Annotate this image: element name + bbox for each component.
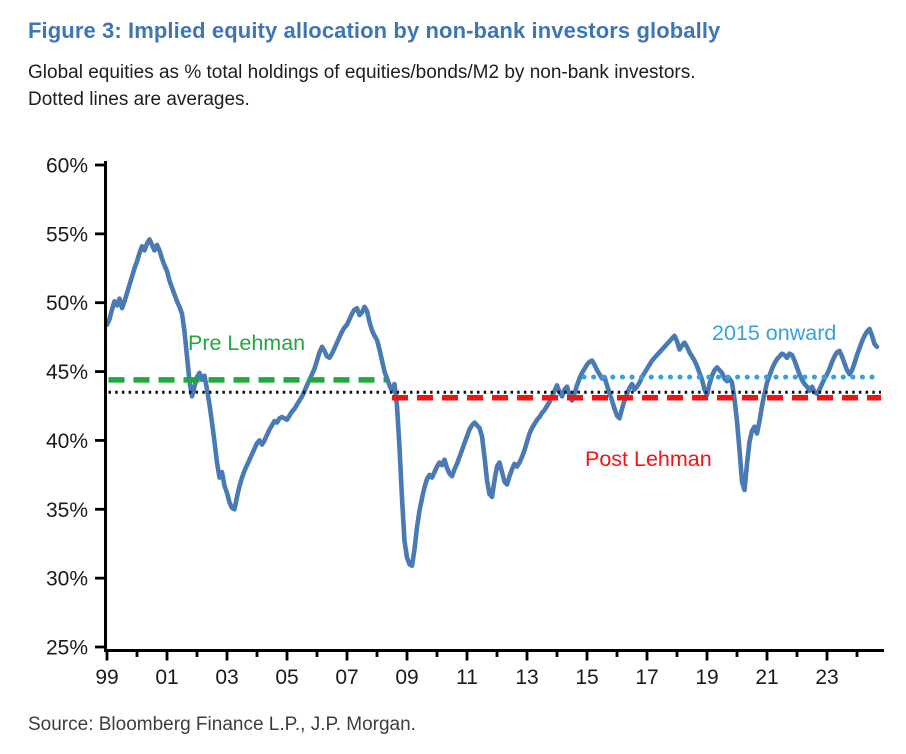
figure-subtitle: Global equities as % total holdings of e… bbox=[28, 59, 888, 113]
x-tick-label: 07 bbox=[335, 666, 358, 689]
source-note: Source: Bloomberg Finance L.P., J.P. Mor… bbox=[28, 714, 416, 735]
y-tick-label: 50% bbox=[46, 292, 88, 315]
y-tick-label: 60% bbox=[46, 155, 88, 178]
annotation-2015-onward-label: 2015 onward bbox=[712, 321, 836, 345]
figure-title: Figure 3: Implied equity allocation by n… bbox=[28, 18, 721, 43]
x-tick-label: 05 bbox=[275, 666, 298, 689]
x-tick-label: 99 bbox=[95, 666, 118, 689]
x-tick-label: 03 bbox=[215, 666, 238, 689]
x-tick-label: 23 bbox=[815, 666, 838, 689]
x-tick-label: 09 bbox=[395, 666, 418, 689]
annotation-pre-lehman-label: Pre Lehman bbox=[188, 331, 305, 355]
x-tick-label: 15 bbox=[575, 666, 598, 689]
x-tick-label: 11 bbox=[456, 666, 478, 689]
figure-subtitle-line-1: Global equities as % total holdings of e… bbox=[28, 62, 696, 83]
y-tick-label: 45% bbox=[46, 361, 88, 384]
x-tick-label: 17 bbox=[635, 666, 658, 689]
x-tick-label: 21 bbox=[755, 666, 778, 689]
series-line-implied-equity-allocation bbox=[104, 237, 880, 568]
x-tick-label: 19 bbox=[695, 666, 718, 689]
axes bbox=[104, 161, 884, 652]
y-tick-label: 35% bbox=[46, 499, 88, 522]
annotation-post-lehman-label: Post Lehman bbox=[585, 447, 712, 471]
y-tick-label: 25% bbox=[46, 636, 88, 659]
x-tick-label: 01 bbox=[155, 666, 178, 689]
figure-subtitle-line-2: Dotted lines are averages. bbox=[28, 89, 250, 110]
y-tick-label: 30% bbox=[46, 568, 88, 591]
y-tick-label: 55% bbox=[46, 223, 88, 246]
y-tick-label: 40% bbox=[46, 430, 88, 453]
x-tick-label: 13 bbox=[515, 666, 538, 689]
